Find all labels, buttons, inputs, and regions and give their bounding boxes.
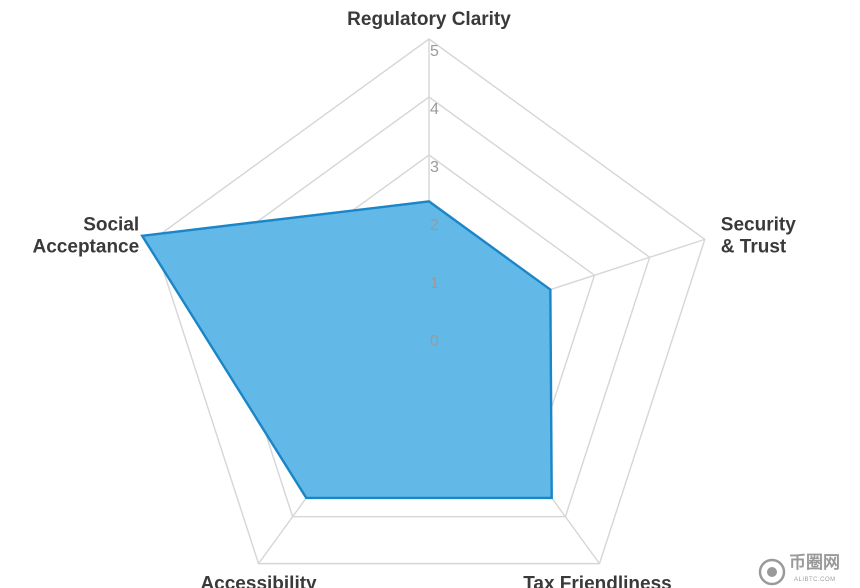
axis-label-line: Acceptance (33, 236, 140, 257)
watermark-text: 币圈网 (789, 553, 840, 573)
axis-label: Accessibility (200, 574, 317, 588)
tick-label: 3 (430, 159, 439, 176)
axis-label: Security & Trust (721, 214, 796, 257)
axis-label-line: Security (721, 214, 796, 235)
tick-label: 2 (430, 217, 439, 234)
axis-label-line: Social (83, 214, 139, 235)
watermark: 币圈网 ALIBTC.COM (758, 553, 840, 586)
coin-logo-icon (758, 558, 786, 586)
axis-label-line: Regulatory Clarity (347, 9, 511, 30)
axis-label-line: Tax Friendliness (523, 574, 672, 588)
watermark-subtext: ALIBTC.COM (794, 577, 836, 583)
axis-label: Social Acceptance (33, 214, 140, 257)
tick-label: 0 (430, 333, 439, 350)
axis-label-line: & Trust (721, 236, 787, 257)
tick-label: 4 (430, 101, 439, 118)
axis-label: Tax Friendliness (523, 574, 672, 588)
axis-label-line: Accessibility (200, 574, 317, 588)
tick-label: 5 (430, 43, 439, 60)
tick-labels: 0 1 2 3 4 5 (430, 43, 439, 350)
tick-label: 1 (430, 275, 439, 292)
series-area-0 (140, 200, 553, 500)
axis-label: Regulatory Clarity (347, 9, 511, 30)
series-layer (140, 200, 553, 500)
axis-labels: Regulatory Clarity Security & Trust Tax Fri… (33, 9, 797, 588)
grid-ring-5 (152, 38, 706, 565)
